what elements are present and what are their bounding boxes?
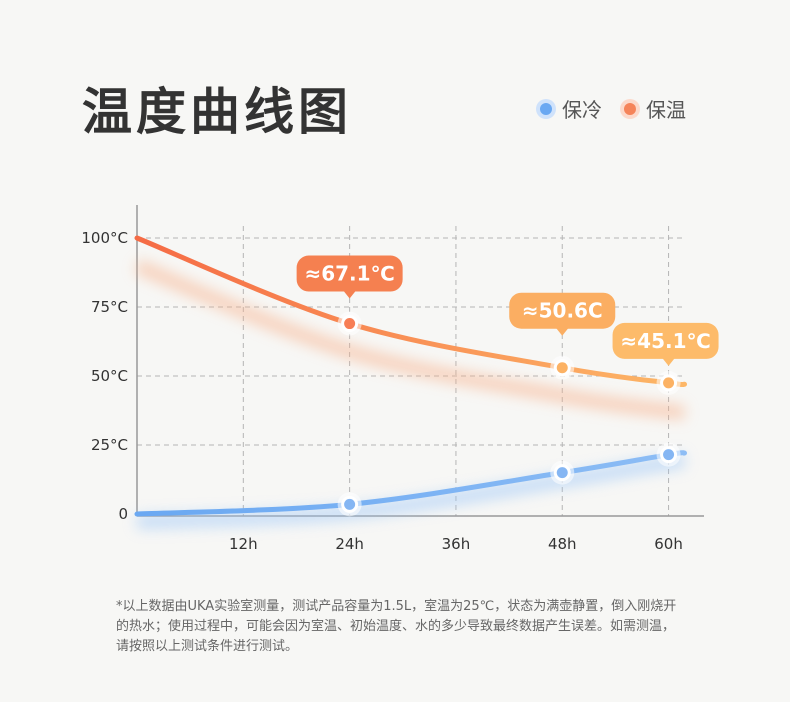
legend-warm-dot <box>620 98 640 119</box>
value-label: ≈50.6C <box>509 292 616 336</box>
data-point <box>344 318 356 330</box>
data-point <box>556 362 568 374</box>
legend-cold-dot <box>536 98 556 119</box>
x-tick-label: 60h <box>654 535 683 553</box>
value-label: ≈45.1℃ <box>612 322 719 366</box>
series-glow <box>134 259 691 420</box>
value-label-pointer <box>343 291 356 299</box>
x-tick-label: 48h <box>548 535 577 553</box>
chart-legend: 保冷 保温 <box>536 94 704 123</box>
data-point <box>556 467 568 479</box>
value-label: ≈67.1℃ <box>296 255 403 299</box>
value-label-text: ≈50.6C <box>522 299 603 323</box>
value-label-bubble <box>296 255 403 292</box>
value-label-text: ≈45.1℃ <box>620 329 710 353</box>
value-label-pointer <box>556 328 569 336</box>
value-label-pointer <box>662 358 675 366</box>
y-tick-label: 50°C <box>91 367 128 385</box>
page-title: 温度曲线图 <box>82 83 352 141</box>
x-tick-label: 12h <box>229 535 258 553</box>
y-tick-label: 0 <box>118 505 128 523</box>
legend-item-warm: 保温 <box>620 94 686 123</box>
value-label-bubble <box>612 322 719 359</box>
data-point <box>663 449 675 461</box>
y-tick-label: 100°C <box>81 229 128 247</box>
value-label-text: ≈67.1℃ <box>304 262 394 286</box>
y-tick-label: 25°C <box>91 436 128 454</box>
legend-cold-label: 保冷 <box>562 98 602 122</box>
y-tick-label: 75°C <box>91 298 128 316</box>
value-label-bubble <box>509 292 616 329</box>
legend-warm-label: 保温 <box>646 98 686 122</box>
data-point <box>663 377 675 389</box>
data-point <box>344 498 356 510</box>
legend-item-cold: 保冷 <box>536 94 602 123</box>
x-tick-label: 24h <box>335 535 364 553</box>
x-tick-label: 36h <box>442 535 471 553</box>
footnote: *以上数据由UKA实验室测量，测试产品容量为1.5L，室温为25℃，状态为满壶静… <box>116 599 677 654</box>
